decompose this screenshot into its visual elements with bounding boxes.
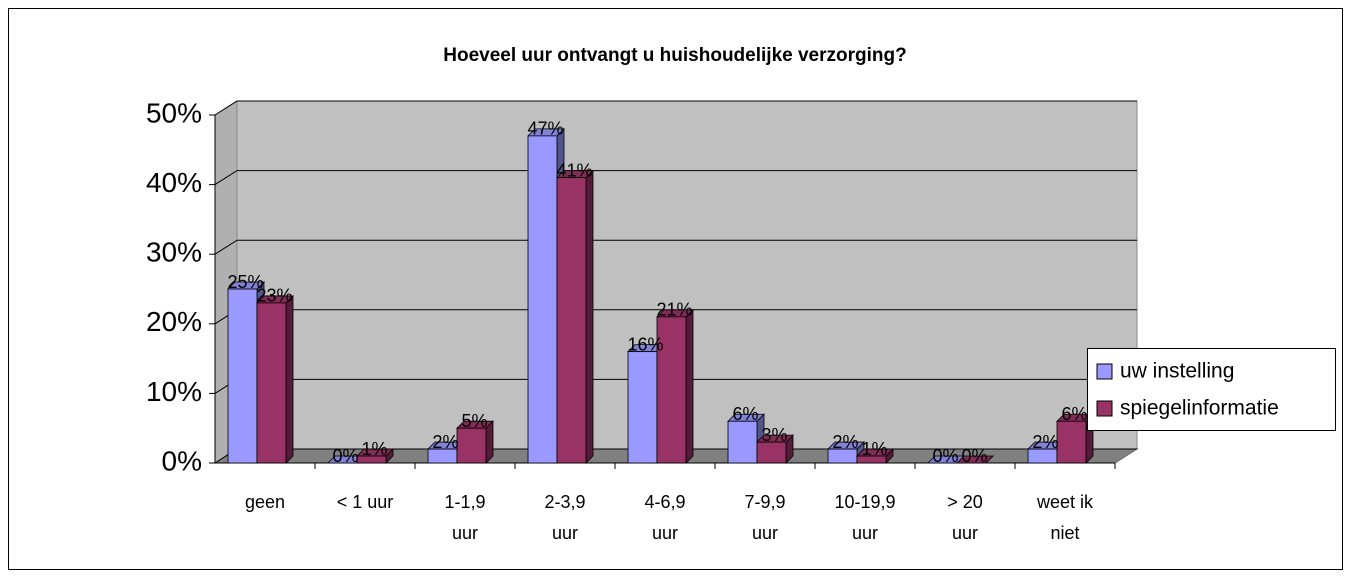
legend bbox=[1087, 348, 1336, 431]
x-tick-label: uur bbox=[552, 523, 578, 543]
value-label: 6% bbox=[1061, 404, 1087, 424]
value-label: 23% bbox=[256, 286, 292, 306]
value-label: 1% bbox=[861, 439, 887, 459]
bar bbox=[856, 455, 887, 464]
value-label: 21% bbox=[656, 300, 692, 320]
value-label: 3% bbox=[761, 425, 787, 445]
x-tick-label: uur bbox=[752, 523, 778, 543]
bar bbox=[756, 441, 787, 464]
legend-label: uw instelling bbox=[1120, 360, 1234, 383]
value-label: 2% bbox=[832, 432, 858, 452]
bar-side bbox=[285, 294, 294, 464]
legend-swatch bbox=[1096, 363, 1113, 380]
value-label: 47% bbox=[527, 119, 563, 139]
bar bbox=[527, 135, 558, 464]
value-label: 0% bbox=[932, 446, 958, 466]
y-tick-label: 20% bbox=[146, 306, 202, 337]
value-label: 5% bbox=[461, 411, 487, 431]
x-tick-label: geen bbox=[245, 492, 285, 512]
x-tick-label: 7-9,9 bbox=[744, 492, 785, 512]
bar bbox=[1056, 420, 1087, 464]
y-tick-label: 40% bbox=[146, 167, 202, 198]
value-label: 1% bbox=[361, 439, 387, 459]
x-tick-label: > 20 bbox=[947, 492, 983, 512]
value-label: 41% bbox=[556, 160, 592, 180]
value-label: 0% bbox=[332, 446, 358, 466]
legend-label: spiegelinformatie bbox=[1120, 397, 1279, 420]
x-tick-label: uur bbox=[452, 523, 478, 543]
bar bbox=[656, 316, 687, 464]
bar bbox=[256, 302, 287, 464]
legend-swatch bbox=[1096, 400, 1113, 417]
x-tick-label: < 1 uur bbox=[337, 492, 394, 512]
bar-side bbox=[585, 169, 594, 464]
bar bbox=[227, 288, 258, 464]
x-tick-label: 2-3,9 bbox=[544, 492, 585, 512]
bars bbox=[227, 127, 1094, 464]
x-tick-label: 1-1,9 bbox=[444, 492, 485, 512]
value-label: 2% bbox=[432, 432, 458, 452]
bar-top bbox=[956, 455, 994, 464]
x-tick-label: uur bbox=[652, 523, 678, 543]
bar bbox=[356, 455, 387, 464]
bar bbox=[727, 420, 758, 464]
value-label: 16% bbox=[627, 334, 663, 354]
y-tick-label: 10% bbox=[146, 376, 202, 407]
grid-line bbox=[214, 100, 1137, 116]
x-tick-label: uur bbox=[952, 523, 978, 543]
chart-title: Hoeveel uur ontvangt u huishoudelijke ve… bbox=[443, 45, 906, 66]
grid-line bbox=[214, 170, 1137, 186]
grid-line bbox=[214, 239, 1137, 255]
x-tick-label: niet bbox=[1050, 523, 1079, 543]
bar bbox=[556, 177, 587, 464]
y-tick-label: 0% bbox=[162, 445, 202, 476]
bar-side bbox=[685, 308, 694, 464]
bar bbox=[456, 427, 487, 464]
value-label: 0% bbox=[961, 446, 987, 466]
x-tick-label: weet ik bbox=[1036, 492, 1094, 512]
value-label: 25% bbox=[227, 272, 263, 292]
y-tick-label: 50% bbox=[146, 97, 202, 128]
value-label: 2% bbox=[1032, 432, 1058, 452]
value-label: 6% bbox=[732, 404, 758, 424]
x-tick-label: 4-6,9 bbox=[644, 492, 685, 512]
y-tick-label: 30% bbox=[146, 237, 202, 268]
x-tick-label: 10-19,9 bbox=[834, 492, 895, 512]
x-tick-label: uur bbox=[852, 523, 878, 543]
bar bbox=[627, 351, 658, 464]
